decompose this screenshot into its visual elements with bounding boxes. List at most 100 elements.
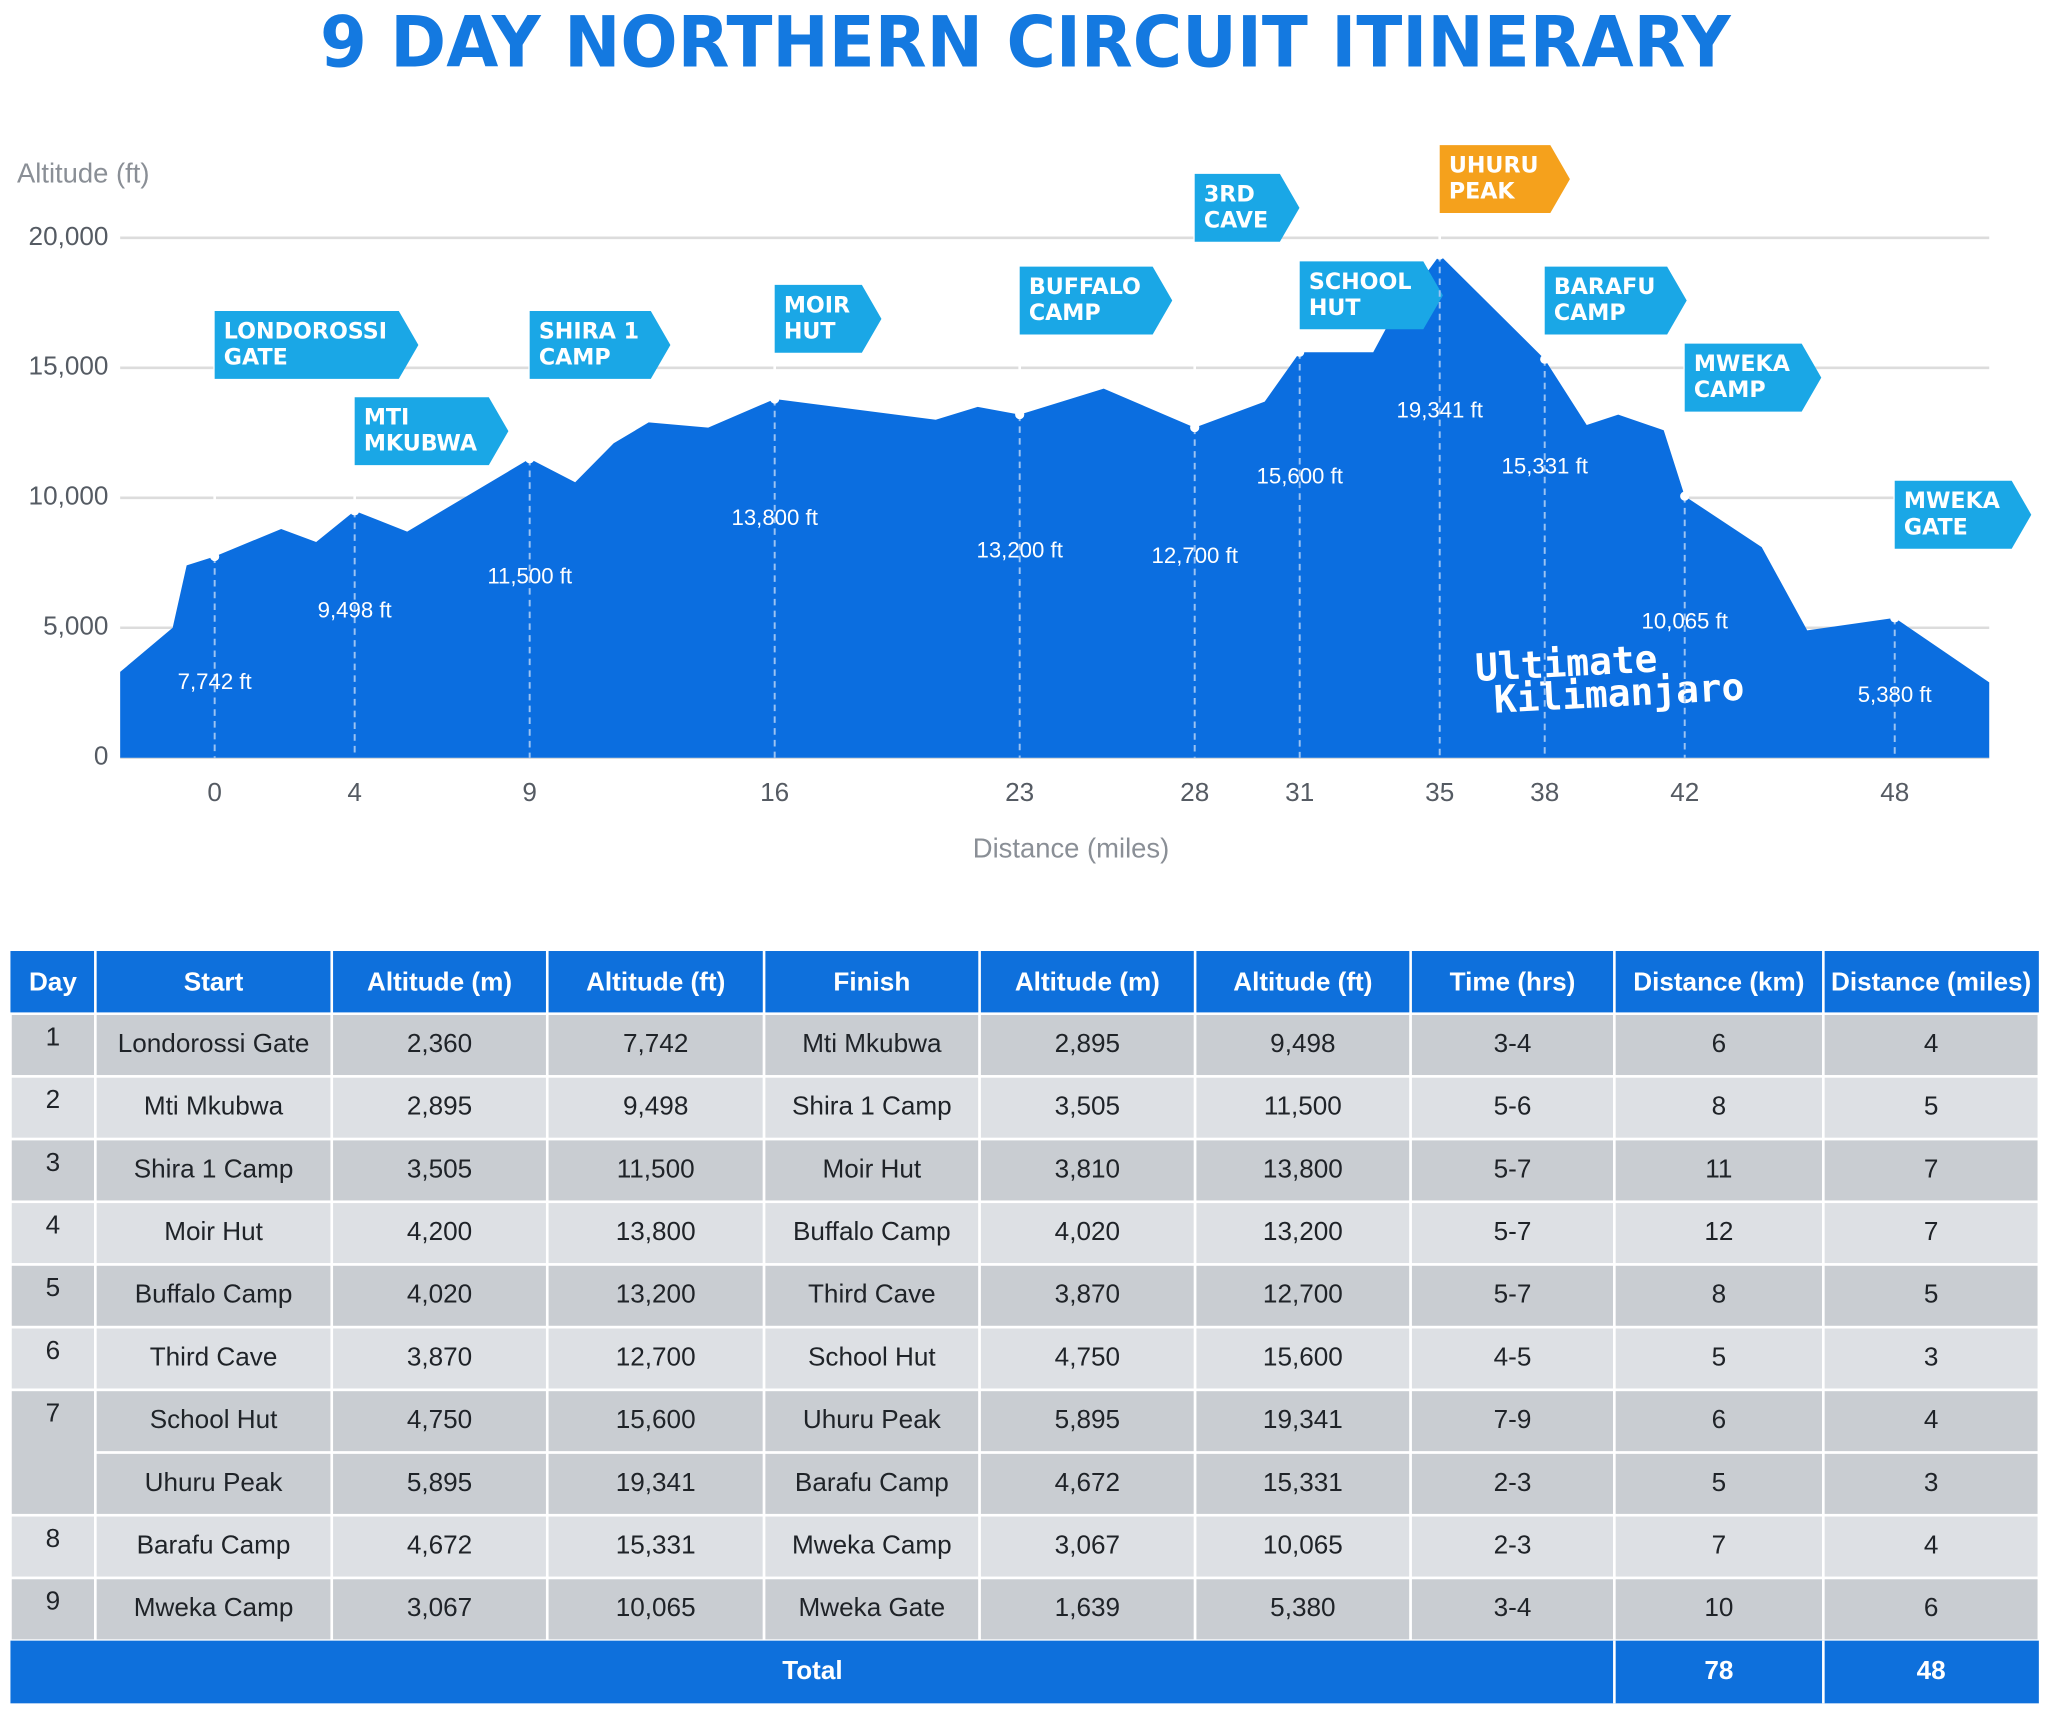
altitude-label: 13,800 ft	[732, 505, 818, 530]
flag-label: BUFFALO	[1029, 274, 1141, 300]
column-header: Distance (km)	[1633, 967, 1804, 997]
table-cell-text: 1,639	[1055, 1592, 1120, 1622]
table-cell-text: Buffalo Camp	[135, 1279, 293, 1309]
table-cell-text: 15,331	[616, 1530, 696, 1560]
table-cell-text: 5	[1924, 1279, 1939, 1309]
table-cell	[978, 1012, 1197, 1078]
table-cell-text: 12,700	[1263, 1279, 1343, 1309]
table-cell-text: 4,672	[1055, 1467, 1120, 1497]
table-cell-text: 6	[1712, 1028, 1727, 1058]
table-cell-text: 13,200	[1263, 1216, 1343, 1246]
table-cell-text: Shira 1 Camp	[134, 1153, 294, 1183]
table-cell-text: 4,672	[407, 1530, 472, 1560]
flag-label: GATE	[1904, 514, 1968, 540]
x-tick-label: 38	[1530, 777, 1559, 807]
table-cell	[94, 1137, 334, 1204]
table-cell-text: Barafu Camp	[137, 1530, 291, 1560]
table-cell	[978, 1137, 1197, 1204]
table-cell-text: 3-4	[1494, 1592, 1532, 1622]
altitude-label: 10,065 ft	[1642, 609, 1728, 634]
table-cell	[1409, 1263, 1616, 1329]
table-cell-text: 2,895	[407, 1091, 472, 1121]
table-cell-text: 2,895	[1055, 1028, 1120, 1058]
x-tick-label: 35	[1425, 777, 1454, 807]
table-cell	[1613, 1451, 1825, 1517]
x-tick-label: 31	[1285, 777, 1314, 807]
table-cell-text: 8	[1712, 1279, 1727, 1309]
table-cell	[1193, 1200, 1412, 1266]
table-cell-text: Mweka Camp	[792, 1530, 952, 1560]
table-cell	[330, 1576, 549, 1642]
table-cell-text: 10,065	[616, 1592, 696, 1622]
flag-label: BARAFU	[1554, 274, 1656, 300]
table-cell	[9, 1388, 97, 1517]
day-number: 8	[46, 1523, 61, 1553]
table-cell	[1822, 1576, 2041, 1642]
table-cell-text: 5-7	[1494, 1279, 1532, 1309]
table-cell	[545, 1012, 766, 1078]
flag-label: PEAK	[1449, 179, 1516, 205]
flag-label: MWEKA	[1904, 488, 2001, 514]
table-cell	[545, 1075, 766, 1141]
flag-label: CAMP	[1029, 300, 1101, 326]
table-cell	[978, 1451, 1197, 1517]
table-cell	[1193, 1451, 1412, 1517]
flag	[774, 284, 882, 353]
day-number: 1	[46, 1021, 61, 1051]
table-cell-text: 12,700	[616, 1341, 696, 1371]
table-cell-text: 15,600	[1263, 1341, 1343, 1371]
table-cell	[545, 1388, 766, 1454]
table-cell-text: 2-3	[1494, 1467, 1532, 1497]
table-cell-text: Uhuru Peak	[145, 1467, 284, 1497]
day-number: 2	[46, 1084, 61, 1114]
flag-label: SHIRA 1	[539, 318, 639, 344]
table-cell-text: 8	[1712, 1091, 1727, 1121]
table-cell-text: 11,500	[1264, 1091, 1342, 1121]
flag-label: UHURU	[1449, 153, 1539, 179]
table-cell-text: 6	[1924, 1592, 1939, 1622]
flag	[1684, 343, 1822, 412]
table-cell	[1822, 1012, 2041, 1078]
table-cell-text: 11	[1705, 1153, 1732, 1183]
table-cell-text: 5,895	[407, 1467, 472, 1497]
flag-label: CAMP	[539, 345, 611, 371]
altitude-area	[120, 254, 1990, 758]
camp-point	[1435, 250, 1445, 260]
table-cell-text: 10	[1704, 1592, 1733, 1622]
table-cell-text: 9,498	[1270, 1028, 1335, 1058]
flag-label: CAMP	[1554, 300, 1626, 326]
x-tick-label: 42	[1670, 777, 1699, 807]
table-cell-text: Third Cave	[150, 1341, 278, 1371]
y-tick-label: 5,000	[43, 611, 108, 641]
table-cell-text: 3	[1924, 1467, 1939, 1497]
table-cell-text: 19,341	[616, 1467, 696, 1497]
logo-text: Ultimate	[1474, 637, 1658, 690]
flag	[1019, 266, 1173, 335]
total-value: 78	[1704, 1655, 1733, 1685]
table-cell-text: 2,360	[407, 1028, 472, 1058]
total-row-bg	[10, 1640, 2039, 1704]
table-cell	[762, 1576, 981, 1642]
altitude-label: 19,341 ft	[1397, 398, 1483, 423]
table-cell-text: 3,505	[407, 1153, 472, 1183]
table-cell-text: Mti Mkubwa	[802, 1028, 942, 1058]
table-cell-text: 13,800	[1263, 1153, 1343, 1183]
page-title: 9 DAY NORTHERN CIRCUIT ITINERARY	[320, 2, 1731, 84]
table-cell	[1822, 1263, 2041, 1329]
flag-label: CAVE	[1204, 207, 1268, 233]
altitude-label: 9,498 ft	[318, 597, 392, 622]
y-tick-label: 0	[94, 741, 109, 771]
day-number: 5	[46, 1272, 61, 1302]
table-cell	[330, 1451, 549, 1517]
table-cell-text: 6	[1712, 1404, 1727, 1434]
camp-point	[1295, 347, 1305, 357]
table-cell	[330, 1137, 549, 1204]
table-cell-text: 11,500	[617, 1153, 695, 1183]
table-cell-text: 10,065	[1263, 1530, 1343, 1560]
column-header: Time (hrs)	[1450, 967, 1576, 997]
